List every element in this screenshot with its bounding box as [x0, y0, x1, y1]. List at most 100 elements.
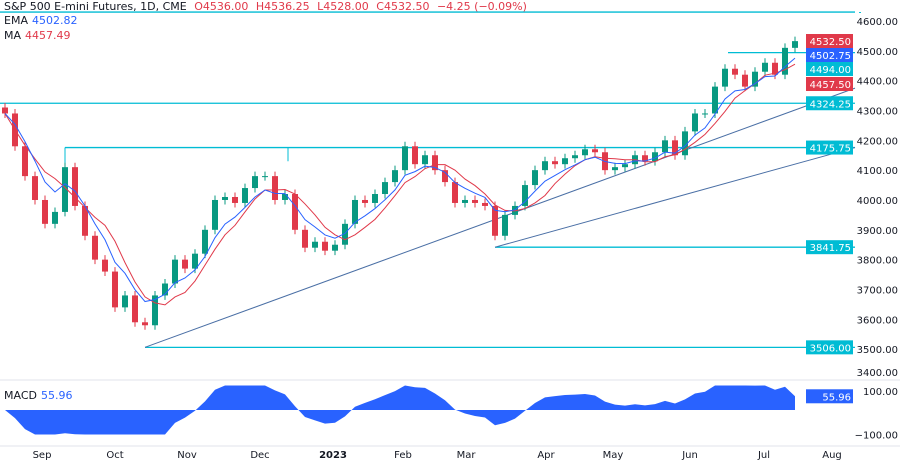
ema-line: [4, 57, 796, 303]
candle: [52, 211, 58, 224]
candle: [752, 71, 758, 87]
candle: [302, 229, 308, 248]
trendline: [144, 87, 856, 348]
candle: [272, 176, 278, 200]
candle: [102, 259, 108, 272]
candle: [672, 140, 678, 156]
candle: [292, 194, 298, 230]
candle: [112, 271, 118, 308]
candle: [772, 62, 778, 75]
y-tick-label: 3600.00: [857, 315, 898, 326]
x-tick-label: Aug: [822, 450, 842, 460]
level-price-tag-bg: [806, 340, 853, 355]
change-value: −4.25 (−0.09%): [436, 0, 527, 13]
level-price-tag: 4175.75: [810, 144, 851, 155]
candle: [402, 146, 408, 171]
candle: [262, 176, 268, 178]
candle: [232, 196, 238, 203]
low-value: L4528.00: [317, 0, 369, 13]
y-tick-label: 3400.00: [857, 368, 898, 379]
candle: [182, 259, 188, 269]
candle: [552, 161, 558, 165]
x-tick-label: Oct: [106, 450, 123, 460]
candle: [352, 199, 358, 224]
candle: [252, 176, 258, 189]
y-tick-label: 3900.00: [857, 226, 898, 237]
candle: [152, 295, 158, 326]
candle: [482, 202, 488, 206]
macd-price-tag-bg: [806, 389, 853, 404]
candle: [422, 155, 428, 165]
candle: [382, 182, 388, 195]
ema-value: 4502.82: [31, 14, 78, 27]
candle: [502, 214, 508, 236]
ma-price-tag-bg: [806, 77, 853, 91]
ema-price-tag-bg: [806, 48, 853, 62]
x-tick-label: Nov: [177, 450, 197, 460]
level-price-tag: 3841.75: [810, 243, 851, 254]
ma-label: MA: [4, 29, 22, 42]
level-price-tag-bg: [806, 96, 853, 111]
x-tick-label: Jul: [757, 450, 770, 460]
last-price-tag: 4532.50: [810, 37, 851, 48]
candle: [362, 199, 368, 203]
x-tick-label: Feb: [394, 450, 412, 460]
macd-tick: −100.00: [855, 431, 898, 442]
candle: [72, 167, 78, 206]
y-tick-label: 4600.00: [857, 17, 898, 28]
candle: [692, 113, 698, 132]
macd-legend[interactable]: MACD 55.96: [4, 389, 76, 402]
ma-value: 4457.49: [25, 29, 71, 42]
candle: [542, 161, 548, 171]
y-tick-label: 4300.00: [857, 106, 898, 117]
level-price-tag: 4324.25: [810, 99, 851, 110]
level-price-tag: 4494.00: [810, 65, 851, 76]
ema-legend[interactable]: EMA 4502.82: [4, 14, 81, 27]
candle: [392, 170, 398, 183]
high-value: H4536.25: [255, 0, 310, 13]
candle: [132, 295, 138, 323]
x-tick-label: Sep: [33, 450, 52, 460]
candle: [762, 62, 768, 72]
candle: [792, 41, 798, 48]
y-tick-label: 4200.00: [857, 136, 898, 147]
ma-price-tag: 4457.50: [810, 80, 851, 91]
level-price-tag-bg: [806, 62, 853, 76]
candle: [92, 235, 98, 260]
candle: [282, 194, 288, 200]
ema-label: EMA: [4, 14, 28, 27]
trendline: [494, 147, 856, 248]
level-price-tag: 3506.00: [810, 343, 851, 354]
candle: [22, 146, 28, 177]
x-tick-label: Jun: [681, 450, 698, 460]
ema-price-tag: 4502.75: [810, 51, 851, 62]
symbol-title: S&P 500 E-mini Futures, 1D, CME: [4, 0, 187, 13]
y-tick-label: 4400.00: [857, 77, 898, 88]
ma-legend[interactable]: MA 4457.49: [4, 29, 75, 42]
candle: [582, 149, 588, 156]
candle: [172, 259, 178, 284]
macd-label: MACD: [4, 389, 37, 402]
candle: [162, 283, 168, 296]
level-price-tag-bg: [806, 140, 853, 155]
candle: [412, 146, 418, 165]
candle: [332, 244, 338, 251]
x-tick-label: Dec: [250, 450, 269, 460]
y-tick-label: 4000.00: [857, 196, 898, 207]
candle: [492, 205, 498, 236]
candle: [472, 199, 478, 203]
macd-tick: 100.00: [863, 387, 898, 398]
candle: [662, 140, 668, 153]
candle: [612, 167, 618, 171]
candle: [712, 86, 718, 114]
candle: [212, 199, 218, 230]
y-tick-label: 4500.00: [857, 47, 898, 58]
candle: [572, 155, 578, 159]
candle: [742, 74, 748, 87]
candle: [682, 131, 688, 156]
open-value: O4536.00: [194, 0, 249, 13]
candle: [82, 205, 88, 236]
candle: [442, 170, 448, 183]
